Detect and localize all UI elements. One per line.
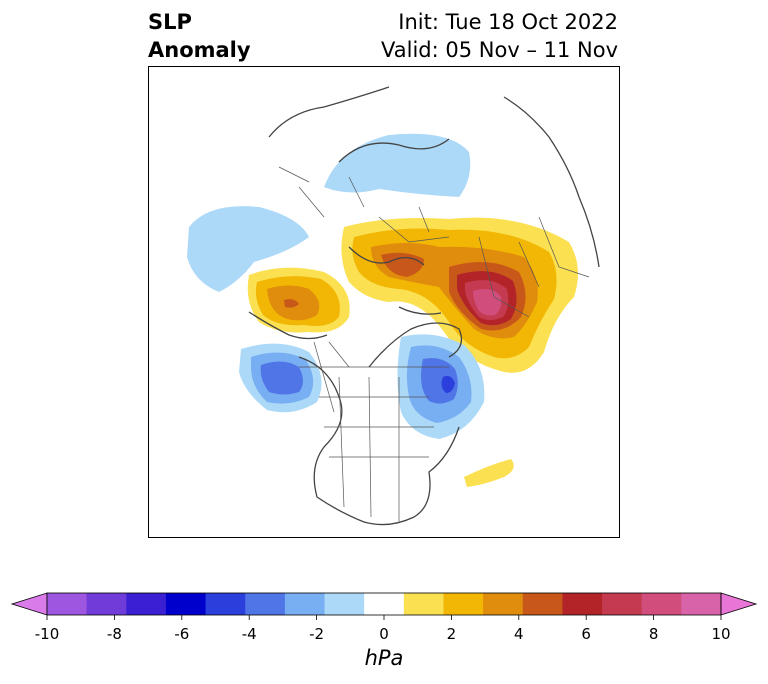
colorbar-tick-label: 2 — [446, 625, 457, 643]
map-panel — [148, 66, 620, 538]
colorbar-segment — [483, 593, 524, 615]
colorbar-tick-label: -10 — [34, 625, 60, 643]
colorbar-segment — [126, 593, 167, 615]
colorbar-tick-label: -4 — [241, 625, 257, 643]
anomaly-pacific-core — [284, 299, 299, 308]
colorbar-segment — [165, 593, 207, 615]
colorbar-tick-label: 10 — [711, 625, 731, 643]
title-type: Anomaly — [148, 38, 251, 62]
title-right: Init: Tue 18 Oct 2022 Valid: 05 Nov – 11… — [381, 8, 618, 64]
anomaly-alaska-medblue — [260, 361, 303, 395]
colorbar-segment — [522, 593, 563, 615]
colorbar-segment — [443, 593, 484, 615]
anomaly-hudson-darkblue — [441, 375, 455, 393]
colorbar-unit: hPa — [364, 646, 404, 670]
colorbar-segment — [205, 593, 246, 615]
title-left: SLP Anomaly — [148, 8, 251, 64]
map-svg — [187, 86, 600, 526]
colorbar-segment — [602, 593, 643, 615]
colorbar-segments — [10, 592, 758, 616]
anomaly-siberia-pink — [473, 289, 502, 316]
title-variable: SLP — [148, 10, 192, 34]
colorbar-segment — [245, 593, 286, 615]
valid-range: Valid: 05 Nov – 11 Nov — [381, 38, 618, 62]
coastlines — [248, 86, 600, 526]
country-borders — [278, 166, 590, 522]
init-date: Init: Tue 18 Oct 2022 — [398, 10, 618, 34]
colorbar-tick-label: 0 — [379, 625, 389, 643]
colorbar-segment — [284, 593, 326, 615]
colorbar-tick-label: 6 — [581, 625, 591, 643]
colorbar-extend-high — [720, 592, 758, 616]
colorbar-tick-label: 8 — [648, 625, 659, 643]
colorbar-segment — [86, 593, 127, 615]
colorbar-segment — [364, 593, 405, 615]
anomaly-atlantic-yellow — [464, 459, 514, 487]
colorbar-tick-label: 4 — [514, 625, 524, 643]
colorbar-tick-label: -8 — [106, 625, 122, 643]
anomaly-atlantic-blue — [187, 206, 309, 292]
colorbar-tick-label: -2 — [309, 625, 325, 643]
anomaly-arctic-blue — [324, 133, 471, 197]
colorbar-segment — [562, 593, 603, 615]
colorbar-extend-low — [10, 592, 48, 616]
colorbar — [10, 592, 758, 620]
colorbar-ticks — [46, 615, 722, 620]
colorbar-segment — [324, 593, 365, 615]
colorbar-segment — [641, 593, 682, 615]
colorbar-tick-label: -6 — [174, 625, 190, 643]
colorbar-segment — [403, 593, 444, 615]
colorbar-segment — [681, 593, 722, 615]
colorbar-segment — [47, 593, 88, 615]
